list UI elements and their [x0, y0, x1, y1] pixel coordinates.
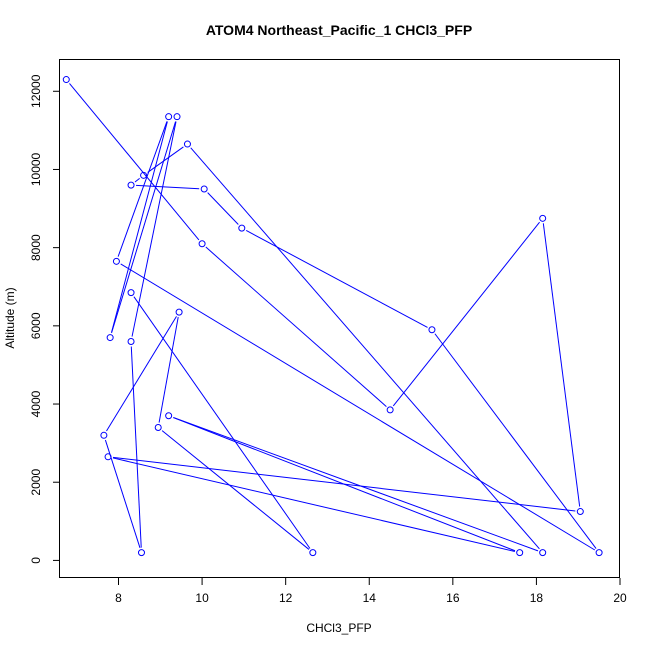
series-segment: [133, 296, 311, 549]
data-point: [127, 337, 135, 345]
data-point: [106, 334, 114, 342]
data-point: [100, 431, 108, 439]
y-tick-label: 4000: [29, 390, 43, 417]
data-point: [576, 508, 584, 516]
y-tick-label: 12000: [29, 74, 43, 108]
x-axis-label: CHCl3_PFP: [306, 621, 371, 635]
y-tick-label: 2000: [29, 469, 43, 496]
series-segment: [131, 121, 177, 337]
series-segment: [434, 333, 597, 549]
data-point: [62, 76, 70, 84]
series-segment: [134, 178, 140, 183]
series-segment: [173, 417, 516, 552]
series-segment: [117, 121, 168, 257]
x-tick-label: 12: [279, 591, 293, 605]
series-segment: [392, 221, 540, 407]
x-tick-label: 18: [530, 591, 544, 605]
data-point: [516, 549, 524, 557]
series-segment: [110, 121, 168, 333]
x-tick-label: 16: [446, 591, 460, 605]
y-tick-label: 0: [29, 557, 43, 564]
data-point: [137, 549, 145, 557]
y-axis: 0 2000 4000 6000 8000 10000 12000: [29, 74, 60, 564]
data-point: [140, 171, 148, 179]
series-segment: [542, 223, 581, 507]
plot-frame: [59, 59, 620, 578]
data-point: [200, 185, 208, 193]
x-tick-label: 14: [363, 591, 377, 605]
data-point: [386, 406, 394, 414]
series-segment: [120, 263, 596, 551]
series-segment: [69, 83, 200, 241]
series-segment: [130, 346, 142, 548]
data-point: [175, 308, 183, 316]
data-point: [112, 257, 120, 265]
series-segment: [136, 184, 200, 190]
y-tick-label: 10000: [29, 152, 43, 186]
series-segment: [147, 146, 184, 173]
data-point: [165, 113, 173, 121]
data-points: [62, 76, 603, 557]
data-point: [539, 214, 547, 222]
data-lines: [69, 83, 597, 552]
data-point: [428, 326, 436, 334]
series-segment: [161, 430, 310, 550]
series-segment: [111, 121, 177, 333]
data-point: [173, 113, 181, 121]
data-point: [104, 453, 112, 461]
series-segment: [106, 316, 177, 432]
data-point: [127, 289, 135, 297]
data-point: [154, 423, 162, 431]
series-segment: [245, 230, 428, 328]
data-point: [165, 412, 173, 420]
data-point: [127, 181, 135, 189]
series-segment: [207, 192, 239, 225]
y-tick-label: 8000: [29, 234, 43, 261]
data-point: [198, 240, 206, 248]
data-point: [539, 549, 547, 557]
data-point: [309, 549, 317, 557]
data-point: [595, 549, 603, 557]
x-axis: 8 10 12 14 16 18 20: [115, 578, 627, 605]
x-tick-label: 10: [195, 591, 209, 605]
data-point: [238, 224, 246, 232]
x-tick-label: 20: [613, 591, 627, 605]
data-point: [183, 140, 191, 148]
chart-title: ATOM4 Northeast_Pacific_1 CHCl3_PFP: [206, 22, 472, 38]
series-segment: [205, 246, 387, 407]
y-axis-label: Altitude (m): [3, 287, 17, 348]
y-tick-label: 6000: [29, 312, 43, 339]
series-segment: [112, 457, 515, 552]
series-segment: [158, 316, 179, 423]
x-tick-label: 8: [115, 591, 122, 605]
